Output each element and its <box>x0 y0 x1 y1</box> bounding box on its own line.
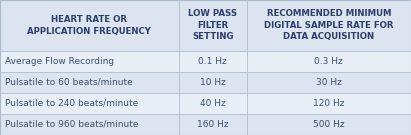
Text: Pulsatile to 60 beats/minute: Pulsatile to 60 beats/minute <box>5 78 133 87</box>
Bar <box>247 72 411 93</box>
Text: 500 Hz: 500 Hz <box>313 120 344 129</box>
Bar <box>0 51 179 72</box>
Text: 0.1 Hz: 0.1 Hz <box>199 57 227 66</box>
Text: 10 Hz: 10 Hz <box>200 78 226 87</box>
Text: Pulsatile to 240 beats/minute: Pulsatile to 240 beats/minute <box>5 99 139 108</box>
Bar <box>0 72 179 93</box>
Text: LOW PASS
FILTER
SETTING: LOW PASS FILTER SETTING <box>188 9 237 41</box>
Bar <box>0 0 179 51</box>
Bar <box>179 114 247 135</box>
Text: 40 Hz: 40 Hz <box>200 99 226 108</box>
Bar <box>0 114 179 135</box>
Text: 160 Hz: 160 Hz <box>197 120 229 129</box>
Bar <box>247 114 411 135</box>
Text: RECOMMENDED MINIMUM
DIGITAL SAMPLE RATE FOR
DATA ACQUISITION: RECOMMENDED MINIMUM DIGITAL SAMPLE RATE … <box>264 9 394 41</box>
Text: HEART RATE OR
APPLICATION FREQUENCY: HEART RATE OR APPLICATION FREQUENCY <box>28 15 151 36</box>
Bar <box>247 51 411 72</box>
Text: 30 Hz: 30 Hz <box>316 78 342 87</box>
Text: Average Flow Recording: Average Flow Recording <box>5 57 115 66</box>
Bar <box>247 93 411 114</box>
Bar <box>179 93 247 114</box>
Text: 0.3 Hz: 0.3 Hz <box>314 57 343 66</box>
Bar <box>247 0 411 51</box>
Bar <box>179 0 247 51</box>
Bar <box>179 72 247 93</box>
Text: Pulsatile to 960 beats/minute: Pulsatile to 960 beats/minute <box>5 120 139 129</box>
Bar <box>179 51 247 72</box>
Text: 120 Hz: 120 Hz <box>313 99 344 108</box>
Bar <box>0 93 179 114</box>
